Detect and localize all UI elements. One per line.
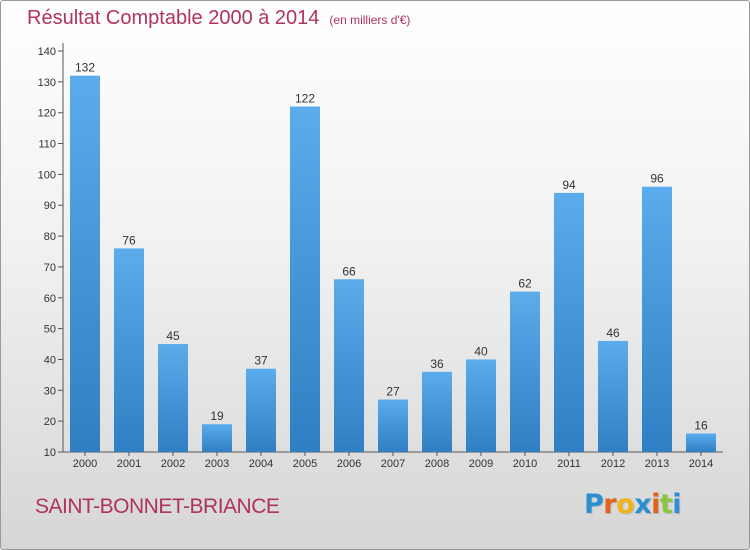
logo-letter: t xyxy=(659,489,673,520)
bar-2005 xyxy=(290,106,320,453)
bar-value-label-2001: 76 xyxy=(122,233,136,247)
y-tick-label-60: 60 xyxy=(44,293,56,305)
x-tick-label-2005: 2005 xyxy=(293,458,317,470)
logo-letter: r xyxy=(603,489,617,520)
bar-2009 xyxy=(466,359,496,452)
bar-value-label-2002: 45 xyxy=(166,329,180,343)
bar-value-label-2000: 132 xyxy=(75,61,95,75)
y-tick-label-70: 70 xyxy=(44,262,56,274)
x-tick-label-2011: 2011 xyxy=(557,458,581,470)
x-tick-label-2009: 2009 xyxy=(469,458,493,470)
bar-2012 xyxy=(598,340,628,452)
chart-title: Résultat Comptable 2000 à 2014 (en millie… xyxy=(27,7,410,30)
y-tick-label-20: 20 xyxy=(44,416,56,428)
bar-value-label-2013: 96 xyxy=(650,172,664,186)
y-tick-label-30: 30 xyxy=(44,385,56,397)
x-tick-label-2012: 2012 xyxy=(601,458,625,470)
proxiti-logo: Proxiti xyxy=(584,489,682,520)
bar-value-label-2010: 62 xyxy=(518,277,532,291)
chart-title-text: Résultat Comptable 2000 à 2014 xyxy=(27,7,320,29)
logo-letter: i xyxy=(672,489,682,520)
chart-subtitle: (en milliers d'€) xyxy=(329,13,411,27)
bar-2000 xyxy=(70,75,100,452)
logo-letter: P xyxy=(584,489,604,520)
bar-value-label-2007: 27 xyxy=(386,385,400,399)
bar-value-label-2009: 40 xyxy=(474,344,488,358)
bar-2011 xyxy=(554,192,584,452)
y-tick-label-80: 80 xyxy=(44,231,56,243)
bar-2001 xyxy=(114,248,144,452)
bar-value-label-2014: 16 xyxy=(694,418,708,432)
x-tick-label-2008: 2008 xyxy=(425,458,449,470)
bar-2013 xyxy=(642,186,672,452)
bar-value-label-2004: 37 xyxy=(254,354,268,368)
y-tick-label-100: 100 xyxy=(38,169,56,181)
x-tick-label-2013: 2013 xyxy=(645,458,669,470)
x-tick-label-2002: 2002 xyxy=(161,458,185,470)
bar-value-label-2008: 36 xyxy=(430,357,444,371)
bar-2008 xyxy=(422,371,452,452)
bar-2014 xyxy=(686,433,716,452)
logo-letter: i xyxy=(651,489,660,520)
x-tick-label-2014: 2014 xyxy=(689,458,713,470)
bar-2003 xyxy=(202,424,232,452)
bar-value-label-2005: 122 xyxy=(295,92,315,106)
logo-letter: o xyxy=(616,489,635,520)
bar-value-label-2012: 46 xyxy=(606,326,620,340)
x-tick-label-2004: 2004 xyxy=(249,458,273,470)
y-tick-label-10: 10 xyxy=(44,447,56,459)
bar-2010 xyxy=(510,291,540,452)
y-tick-label-130: 130 xyxy=(38,77,56,89)
bar-value-label-2003: 19 xyxy=(210,409,224,423)
y-tick-label-110: 110 xyxy=(38,139,56,151)
y-tick-label-50: 50 xyxy=(44,324,56,336)
bar-2006 xyxy=(334,279,364,452)
commune-name: SAINT-BONNET-BRIANCE xyxy=(35,495,280,518)
bar-value-label-2006: 66 xyxy=(342,264,356,278)
y-tick-label-40: 40 xyxy=(44,354,56,366)
x-tick-label-2001: 2001 xyxy=(117,458,141,470)
y-tick-label-140: 140 xyxy=(38,46,56,58)
x-tick-label-2010: 2010 xyxy=(513,458,537,470)
bar-value-label-2011: 94 xyxy=(562,178,576,192)
bar-2002 xyxy=(158,344,188,452)
bar-2007 xyxy=(378,399,408,452)
y-tick-label-90: 90 xyxy=(44,200,56,212)
bar-2004 xyxy=(246,368,276,452)
x-tick-label-2007: 2007 xyxy=(381,458,405,470)
x-tick-label-2000: 2000 xyxy=(73,458,97,470)
y-tick-label-120: 120 xyxy=(38,108,56,120)
x-tick-label-2006: 2006 xyxy=(337,458,361,470)
logo-letter: x xyxy=(634,489,652,520)
x-tick-label-2003: 2003 xyxy=(205,458,229,470)
